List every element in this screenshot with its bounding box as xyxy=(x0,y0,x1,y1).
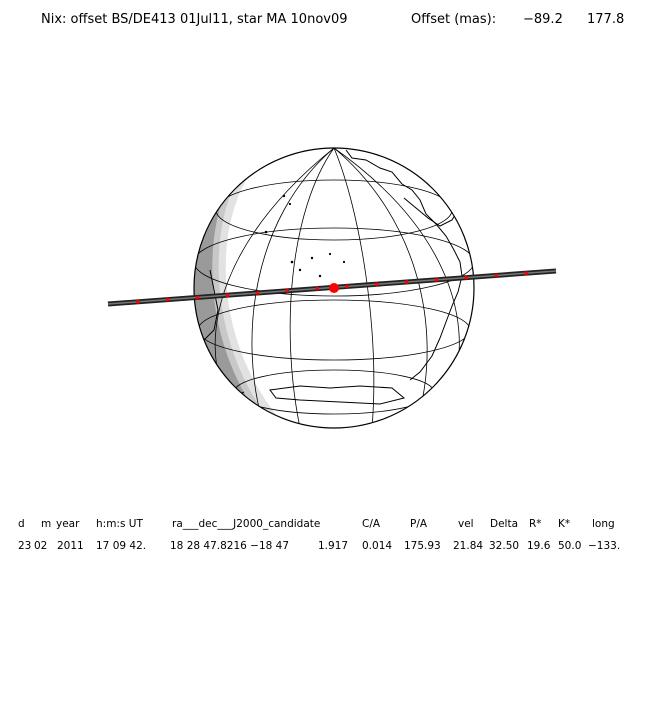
table-header-row: d m year h:m:s UT ra___dec___J2000_candi… xyxy=(0,518,645,534)
cell-d: 23 xyxy=(18,540,32,552)
col-header-year: year xyxy=(56,518,80,530)
track-tick xyxy=(225,293,230,298)
col-header-kstar: K* xyxy=(558,518,571,530)
track-tick xyxy=(464,275,469,280)
col-header-delta: Delta xyxy=(490,518,519,530)
cell-year: 2011 xyxy=(57,540,84,552)
earth-limb xyxy=(193,147,475,429)
offset-ra-value: −89.2 xyxy=(523,12,563,27)
track-tick xyxy=(434,278,439,282)
col-header-rstar: R* xyxy=(529,518,542,530)
track-tick xyxy=(494,273,499,278)
offset-dec-value: 177.8 xyxy=(587,12,625,27)
track-tick xyxy=(524,271,528,276)
track-center-marker xyxy=(329,283,339,293)
cell-time: 17 09 42. xyxy=(96,540,147,552)
cell-rstar: 19.6 xyxy=(527,540,551,552)
header: Nix: offset BS/DE413 01Jul11, star MA 10… xyxy=(0,12,645,32)
track-tick xyxy=(195,295,200,300)
cell-kstar: 50.0 xyxy=(558,540,582,552)
offset-label: Offset (mas): xyxy=(411,12,497,27)
track-tick xyxy=(404,280,409,284)
track-tick xyxy=(255,291,260,295)
track-tick xyxy=(136,300,140,304)
track-markers xyxy=(136,271,528,304)
col-header-d: d xyxy=(18,518,25,530)
col-header-time: h:m:s UT xyxy=(96,518,143,530)
col-header-ca: C/A xyxy=(362,518,381,530)
track-tick xyxy=(285,289,290,293)
col-header-long: long xyxy=(592,518,615,530)
cell-m: 02 xyxy=(34,540,48,552)
occultation-globe-map xyxy=(107,147,557,429)
cell-delta: 32.50 xyxy=(489,540,520,552)
plot-title: Nix: offset BS/DE413 01Jul11, star MA 10… xyxy=(41,12,348,27)
islands xyxy=(264,194,346,278)
table-value-row: 23 02 2011 17 09 42. 18 28 47.8216 −18 4… xyxy=(0,540,645,556)
cell-radec: 18 28 47.8216 −18 47 xyxy=(170,540,290,552)
col-header-radec: ra___dec___J2000_candidate xyxy=(172,518,321,530)
cell-ca: 0.014 xyxy=(362,540,393,552)
track-tick xyxy=(165,297,170,302)
cell-pa: 175.93 xyxy=(404,540,441,552)
track-tick xyxy=(345,284,349,289)
track-tick xyxy=(315,286,319,291)
col-header-m: m xyxy=(41,518,52,530)
col-header-pa: P/A xyxy=(410,518,428,530)
cell-ca-extra: 1.917 xyxy=(318,540,349,552)
track-tick xyxy=(375,282,379,287)
cell-long: −133. xyxy=(588,540,621,552)
cell-vel: 21.84 xyxy=(453,540,484,552)
col-header-vel: vel xyxy=(458,518,474,530)
